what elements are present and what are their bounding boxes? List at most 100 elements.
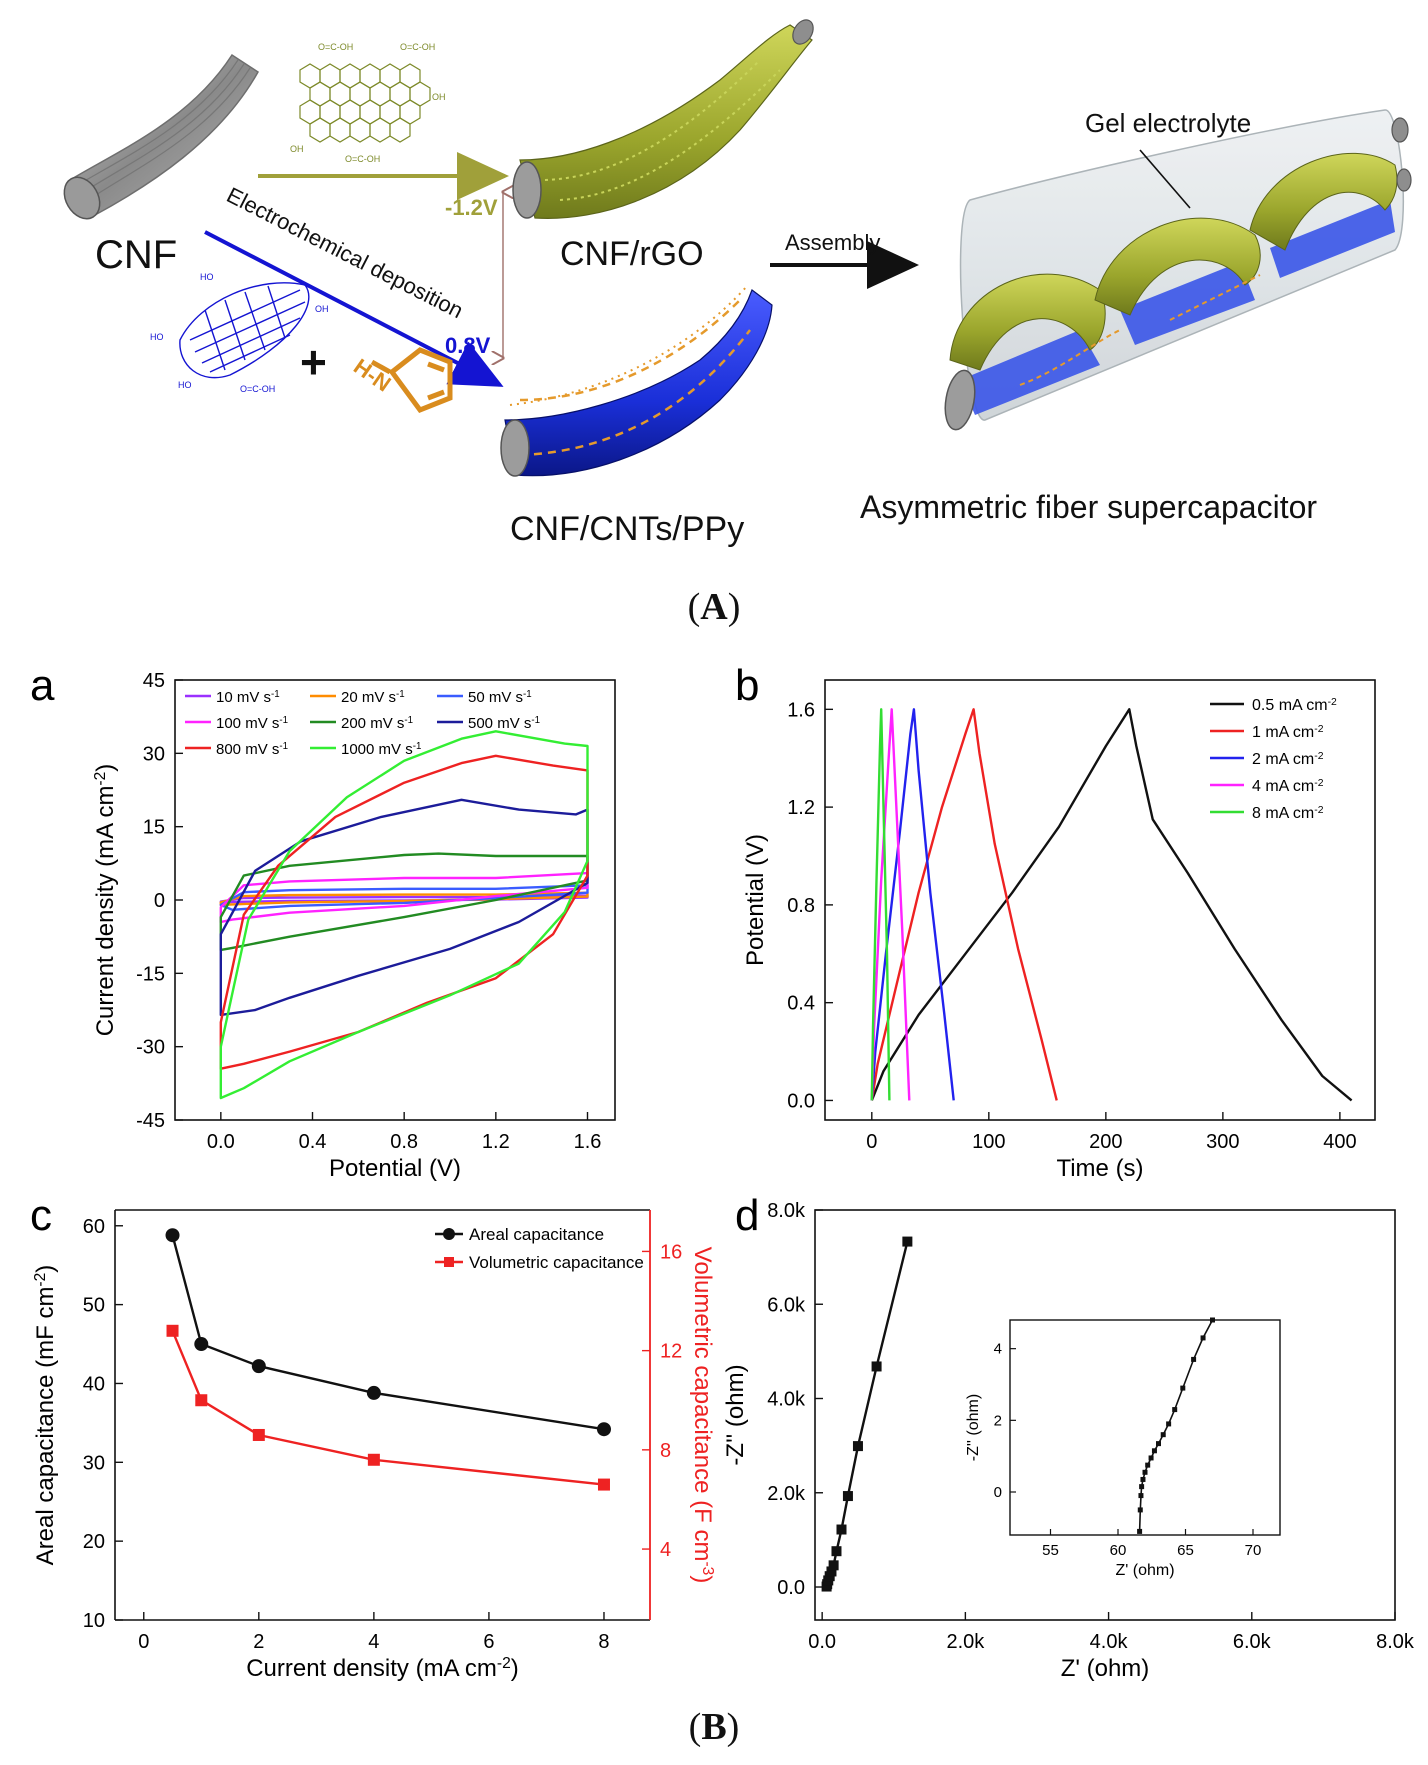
chart-panel-a: a 0.0 0.4 0.8 1.2 1.6 -45 -30 -15 0 15 30 45 Potentia…	[30, 661, 616, 1182]
y2-axis-label: Volumetric capacitance (F cm-3)	[689, 1247, 717, 1584]
inset-x-tick-label: 60	[1110, 1542, 1127, 1559]
caption-paren: (	[688, 1706, 702, 1748]
x-tick-label: 2	[253, 1631, 264, 1653]
x-tick-label: 4	[368, 1631, 379, 1653]
cv-curve	[219, 730, 589, 1100]
caption-letter: B	[701, 1706, 727, 1748]
x-tick-label: 2.0k	[946, 1631, 985, 1653]
y2-tick-label: 4	[660, 1539, 671, 1561]
plot-frame	[824, 679, 1376, 1121]
gcd-curve	[870, 708, 955, 1101]
data-point	[165, 1228, 180, 1243]
go-group-label: OH	[432, 92, 446, 102]
x-axis-label: Time (s)	[1056, 1155, 1143, 1182]
data-point	[902, 1236, 913, 1247]
x-tick-label: 8.0k	[1376, 1631, 1415, 1653]
voltage-negative-label: -1.2V	[445, 195, 498, 220]
x-tick-label: 0.0	[808, 1631, 836, 1653]
schematic-figure: CNF O=C-OH O=C-OH OH OH O=C-OH -1.2V Ele…	[63, 19, 1412, 548]
data-point	[836, 1524, 847, 1535]
carbon-nanotube-molecule-icon	[179, 282, 310, 379]
gcd-curve	[870, 708, 1353, 1102]
caption-letter: A	[700, 586, 728, 628]
inset-y-tick-label: 4	[994, 1341, 1002, 1358]
inset-data-point	[1200, 1335, 1206, 1341]
cnt-group-label: HO	[150, 332, 164, 342]
x-tick-label: 1.6	[574, 1131, 602, 1153]
plus-sign: +	[300, 336, 327, 388]
cnt-group-label: O=C-OH	[240, 384, 275, 394]
x-tick-label: 4.0k	[1090, 1631, 1129, 1653]
y-tick-label: 1.6	[787, 699, 815, 721]
gcd-curve	[870, 708, 891, 1101]
legend-entry: 8 mA cm-2	[1252, 805, 1324, 823]
chart-panel-d: d 0.0 2.0k 4.0k 6.0k 8.0k 0.0 2.0k 4.0k 6.0k 8.0k Z…	[722, 1191, 1415, 1682]
assembly-label: Assembly	[785, 230, 880, 255]
legend-marker	[444, 1257, 454, 1267]
y-axis-label: -Z'' (ohm)	[722, 1364, 749, 1465]
inset-data-point	[1137, 1507, 1143, 1513]
inset-data-point	[1180, 1385, 1186, 1391]
cnf-rgo-fiber-illustration	[512, 19, 814, 219]
x-tick-label: 0.0	[207, 1131, 235, 1153]
x-axis-label: Current density (mA cm-2)	[246, 1655, 519, 1683]
x-tick-label: 400	[1323, 1131, 1356, 1153]
cv-curve	[219, 754, 589, 1070]
caption-paren: )	[727, 586, 741, 628]
panel-label: a	[30, 661, 55, 710]
x-tick-label: 0.8	[390, 1131, 418, 1153]
inset-data-point	[1191, 1356, 1197, 1362]
plot-frame	[814, 1209, 1396, 1621]
x-tick-label: 8	[598, 1631, 609, 1653]
legend-entry: 50 mV s-1	[468, 689, 532, 707]
cnf-cnts-ppy-label: CNF/CNTs/PPy	[510, 510, 744, 548]
data-point	[842, 1491, 853, 1502]
y-axis-label: Potential (V)	[742, 834, 769, 966]
legend-entry: 800 mV s-1	[216, 741, 288, 759]
deposition-arrow	[204, 230, 504, 387]
inset-data-point	[1156, 1441, 1161, 1447]
legend-entry: 20 mV s-1	[341, 689, 405, 707]
gel-electrolyte-label: Gel electrolyte	[1085, 108, 1251, 138]
cnf-fiber-illustration	[63, 53, 259, 220]
data-point	[871, 1361, 882, 1372]
inset-data-point	[1160, 1432, 1166, 1438]
go-group-label: O=C-OH	[400, 42, 435, 52]
capacitance-line	[171, 1330, 605, 1486]
legend-entry: 4 mA cm-2	[1252, 778, 1324, 796]
x-tick-label: 100	[972, 1131, 1005, 1153]
gcd-curve	[870, 708, 1058, 1101]
inset-x-tick-label: 65	[1177, 1542, 1194, 1559]
y-tick-label: 8.0k	[767, 1200, 806, 1222]
panel-label: c	[30, 1191, 52, 1240]
inset-data-point	[1166, 1421, 1172, 1427]
chart-panel-b: b 0 100 200 300 400 0.0 0.4 0.8 1.2 1.6 Time (s) Pot…	[735, 661, 1376, 1182]
inset-x-tick-label: 55	[1042, 1542, 1059, 1559]
data-point	[367, 1453, 380, 1466]
x-tick-label: 0.4	[299, 1131, 327, 1153]
y-tick-label: 10	[83, 1610, 105, 1632]
go-group-label: OH	[290, 144, 304, 154]
y-axis-label: Areal capacitance (mF cm-2)	[32, 1265, 60, 1566]
inset-data-point	[1140, 1476, 1146, 1482]
x-tick-label: 200	[1089, 1131, 1122, 1153]
y-tick-label: 50	[83, 1295, 105, 1317]
go-group-label: O=C-OH	[318, 42, 353, 52]
data-point	[831, 1546, 842, 1557]
y2-tick-label: 16	[660, 1241, 682, 1263]
nyquist-line	[825, 1241, 909, 1587]
x-tick-label: 0	[138, 1631, 149, 1653]
caption-paren: )	[726, 1706, 740, 1748]
data-point	[194, 1337, 209, 1352]
legend-entry: 1000 mV s-1	[341, 741, 421, 759]
data-point	[852, 1441, 863, 1452]
y-tick-label: 30	[83, 1452, 105, 1474]
cv-curve	[219, 871, 589, 924]
inset-x-tick-label: 70	[1245, 1542, 1262, 1559]
y-tick-label: 0.8	[787, 895, 815, 917]
legend-entry: Areal capacitance	[469, 1225, 604, 1244]
gcd-curve	[870, 708, 911, 1101]
cnf-rgo-label: CNF/rGO	[560, 235, 704, 273]
cnt-group-label: OH	[315, 304, 329, 314]
y-axis-label: Current density (mA cm-2)	[92, 764, 120, 1037]
